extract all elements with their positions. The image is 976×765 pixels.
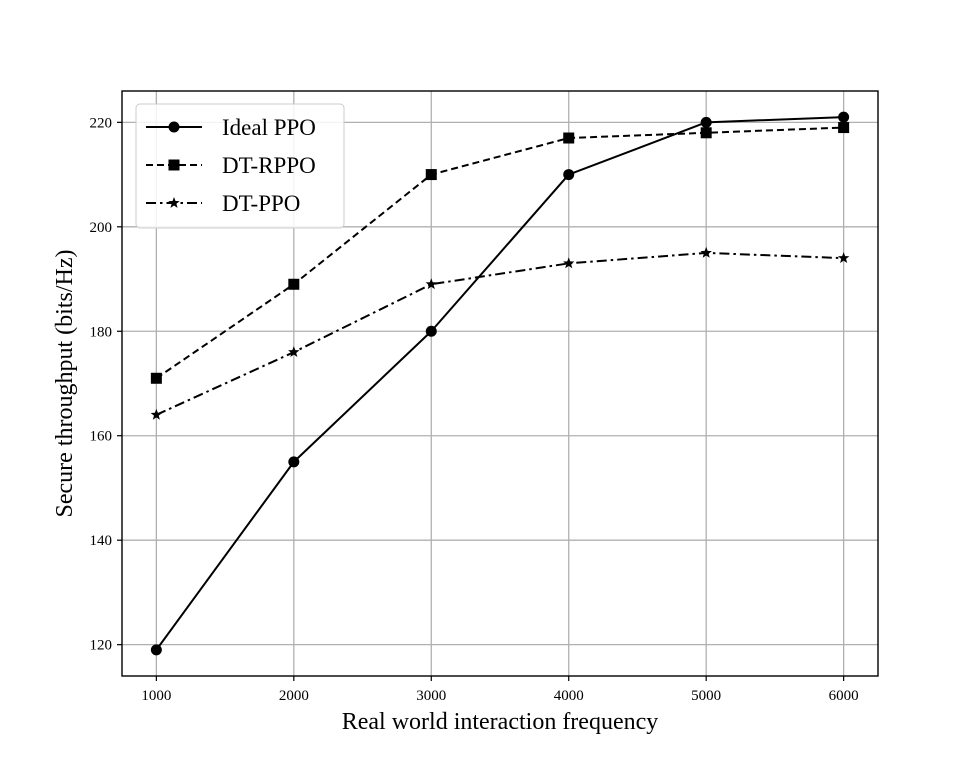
legend-entry-dt-rppo: DT-RPPO (146, 153, 316, 178)
data-point-ideal-ppo (150, 644, 162, 656)
legend-label: DT-RPPO (222, 153, 316, 178)
legend: Ideal PPO DT-RPPO DT-PPO (135, 103, 345, 229)
plot-frame (121, 90, 879, 677)
data-point-dt-ppo (425, 278, 437, 290)
x-tick-label: 5000 (691, 688, 721, 704)
data-point-dt-ppo (288, 346, 300, 358)
y-tick-label: 120 (90, 638, 113, 654)
data-point-ideal-ppo (425, 325, 437, 337)
series-line-dt-ppo (155, 251, 844, 416)
series-line-ideal-ppo (155, 116, 844, 651)
series-layer (150, 111, 850, 656)
data-point-dt-ppo (563, 257, 575, 269)
data-point-dt-ppo (150, 408, 163, 420)
data-point-dt-rppo (288, 278, 300, 290)
x-tick-label: 3000 (416, 688, 446, 704)
legend-swatch-marker (168, 121, 180, 133)
x-tick-label: 2000 (279, 688, 309, 704)
data-point-dt-ppo (837, 252, 850, 263)
x-tick-label: 1000 (141, 688, 171, 704)
legend-entry-dt-ppo: DT-PPO (146, 191, 300, 216)
series-ideal-ppo (150, 111, 850, 656)
x-axis-title: Real world interaction frequency (342, 709, 659, 735)
series-dt-ppo (150, 246, 850, 420)
legend-swatch-marker (168, 159, 180, 171)
data-point-dt-rppo (838, 122, 850, 134)
legend-label: DT-PPO (222, 191, 300, 216)
legend-label: Ideal PPO (222, 115, 316, 140)
y-axis-title: Secure throughput (bits/Hz) (52, 250, 78, 518)
axis-ticks: 1000 2000 3000 4000 5000 6000 120 140 160 180 200 2… (90, 115, 859, 704)
data-point-ideal-ppo (288, 456, 300, 468)
data-point-dt-rppo (425, 169, 437, 181)
data-point-dt-rppo (700, 127, 712, 139)
y-tick-label: 140 (90, 533, 113, 549)
data-point-ideal-ppo (563, 169, 575, 181)
legend-entry-ideal-ppo: Ideal PPO (146, 115, 316, 140)
series-dt-rppo (150, 122, 850, 384)
legend-swatch-marker (168, 197, 180, 208)
data-point-ideal-ppo (838, 111, 850, 123)
data-point-dt-rppo (150, 372, 162, 384)
data-point-ideal-ppo (700, 116, 712, 128)
legend-box (135, 103, 345, 229)
y-tick-label: 200 (90, 220, 113, 236)
series-line-dt-rppo (155, 126, 844, 380)
data-point-dt-rppo (563, 132, 575, 144)
x-tick-label: 4000 (554, 688, 584, 704)
y-tick-label: 160 (90, 429, 113, 445)
y-tick-label: 220 (90, 115, 113, 131)
y-tick-label: 180 (90, 324, 113, 340)
data-point-dt-ppo (700, 246, 712, 258)
x-tick-label: 6000 (829, 688, 859, 704)
